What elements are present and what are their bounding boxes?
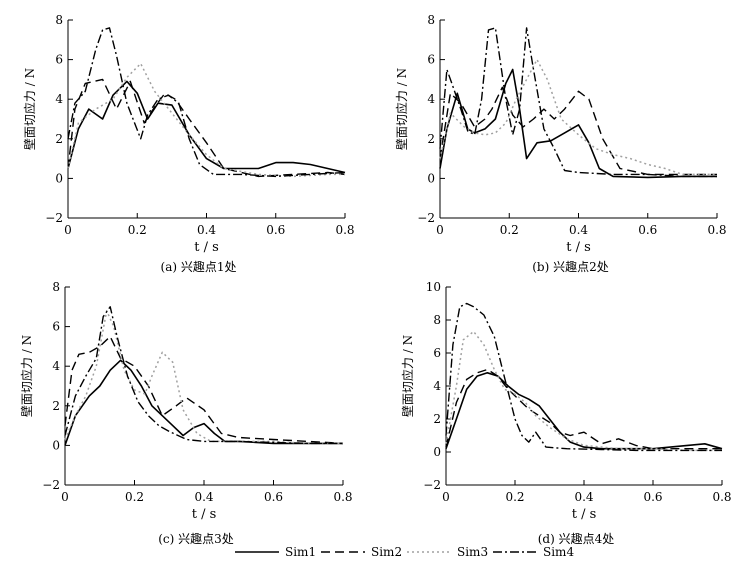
y-tick-label: 0 xyxy=(433,445,441,459)
x-tick-label: 0.4 xyxy=(569,223,588,237)
y-tick-label: 8 xyxy=(433,313,441,327)
x-axis-label: t / s xyxy=(572,507,597,522)
y-axis-label: 壁面切应力 / N xyxy=(19,335,34,417)
y-tick-label: 6 xyxy=(427,53,435,67)
x-tick-label: 0 xyxy=(64,223,72,237)
series-line-sim2 xyxy=(439,86,717,176)
y-tick-label: 4 xyxy=(433,379,441,393)
panel-caption: (d) 兴趣点4处 xyxy=(538,531,615,546)
series-line-sim1 xyxy=(64,359,343,446)
y-tick-label: 0 xyxy=(427,171,435,185)
series-line-sim4 xyxy=(64,306,343,445)
y-tick-label: 2 xyxy=(427,132,435,146)
panel-caption: (b) 兴趣点2处 xyxy=(532,259,609,274)
y-tick-label: 0 xyxy=(55,171,63,185)
series-line-sim4 xyxy=(67,27,346,178)
x-tick-label: 0.2 xyxy=(125,490,144,504)
y-tick-label: 0 xyxy=(52,438,60,452)
x-tick-label: 0.4 xyxy=(574,490,593,504)
x-tick-label: 0.6 xyxy=(643,490,662,504)
y-tick-label: 2 xyxy=(52,399,60,413)
x-tick-label: 0.4 xyxy=(197,223,216,237)
y-tick-label: 4 xyxy=(427,92,435,106)
x-tick-label: 0.2 xyxy=(128,223,147,237)
y-tick-label: 4 xyxy=(52,359,60,373)
panel-caption: (a) 兴趣点1处 xyxy=(161,259,237,274)
y-axis-label: 壁面切应力 / N xyxy=(22,68,37,150)
y-tick-label: 2 xyxy=(55,132,63,146)
y-tick-label: −2 xyxy=(423,478,441,492)
y-tick-label: 6 xyxy=(52,320,60,334)
y-tick-label: 10 xyxy=(426,280,441,294)
x-tick-label: 0.4 xyxy=(194,490,213,504)
series-line-sim2 xyxy=(64,335,344,445)
x-tick-label: 0 xyxy=(436,223,444,237)
legend-label-sim4: Sim4 xyxy=(543,545,574,559)
legend-label-sim2: Sim2 xyxy=(371,545,402,559)
series-line-sim3 xyxy=(67,62,345,178)
x-tick-label: 0.2 xyxy=(505,490,524,504)
series-line-sim2 xyxy=(445,368,722,450)
y-tick-label: 8 xyxy=(427,13,435,27)
panel-caption: (c) 兴趣点3处 xyxy=(158,531,234,546)
series-line-sim4 xyxy=(445,302,722,452)
y-tick-label: 6 xyxy=(433,346,441,360)
x-tick-label: 0.8 xyxy=(707,223,726,237)
x-tick-label: 0.2 xyxy=(500,223,519,237)
legend: Sim1 Sim2 Sim3 Sim4 xyxy=(235,545,574,559)
y-axis-label: 壁面切应力 / N xyxy=(394,68,409,150)
series-line-sim1 xyxy=(67,80,346,174)
y-tick-label: 6 xyxy=(55,53,63,67)
legend-label-sim3: Sim3 xyxy=(457,545,488,559)
x-axis-label: t / s xyxy=(192,507,217,522)
series-line-sim1 xyxy=(445,371,723,450)
x-tick-label: 0.6 xyxy=(638,223,657,237)
x-tick-label: 0.6 xyxy=(264,490,283,504)
y-tick-label: −2 xyxy=(42,478,60,492)
series-line-sim3 xyxy=(439,58,717,176)
x-tick-label: 0 xyxy=(442,490,450,504)
x-tick-label: 0 xyxy=(61,490,69,504)
x-tick-label: 0.6 xyxy=(266,223,285,237)
x-tick-label: 0.8 xyxy=(712,490,731,504)
y-tick-label: 2 xyxy=(433,412,441,426)
series-line-sim4 xyxy=(439,27,717,178)
y-tick-label: 8 xyxy=(52,280,60,294)
x-tick-label: 0.8 xyxy=(333,490,352,504)
x-tick-label: 0.8 xyxy=(335,223,354,237)
series-line-sim1 xyxy=(439,68,717,179)
y-tick-label: −2 xyxy=(417,211,435,225)
y-tick-label: 8 xyxy=(55,13,63,27)
y-axis-label: 壁面切应力 / N xyxy=(400,335,415,417)
y-tick-label: 4 xyxy=(55,92,63,106)
legend-label-sim1: Sim1 xyxy=(285,545,316,559)
series-line-sim2 xyxy=(67,78,346,178)
y-tick-label: −2 xyxy=(45,211,63,225)
x-axis-label: t / s xyxy=(566,240,591,255)
x-axis-label: t / s xyxy=(194,240,219,255)
